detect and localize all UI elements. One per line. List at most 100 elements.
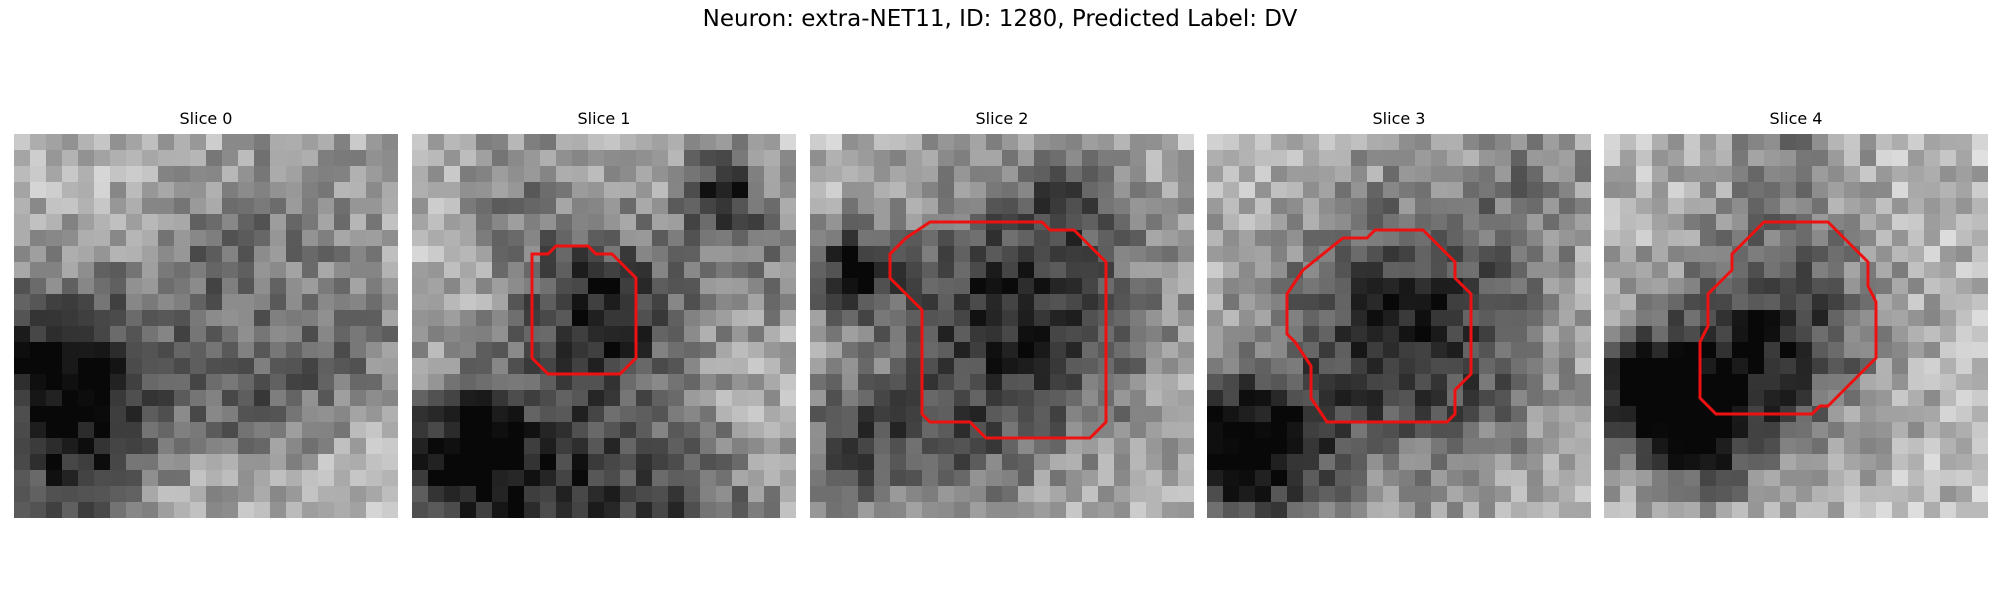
pixel xyxy=(270,278,287,295)
pixel xyxy=(1495,134,1512,151)
pixel xyxy=(110,358,127,375)
pixel xyxy=(1860,198,1877,215)
pixel xyxy=(1207,310,1224,327)
pixel xyxy=(1415,198,1432,215)
pixel xyxy=(1575,278,1591,295)
pixel xyxy=(1511,150,1528,167)
pixel xyxy=(412,182,429,199)
pixel xyxy=(1780,294,1797,311)
pixel xyxy=(652,470,669,487)
pixel xyxy=(906,166,923,183)
pixel xyxy=(30,134,47,151)
pixel xyxy=(1319,342,1336,359)
pixel xyxy=(476,150,493,167)
pixel xyxy=(1255,326,1272,343)
pixel xyxy=(350,246,367,263)
pixel xyxy=(1066,358,1083,375)
pixel xyxy=(1066,310,1083,327)
pixel xyxy=(1764,390,1781,407)
pixel xyxy=(1764,326,1781,343)
pixel xyxy=(14,278,31,295)
pixel xyxy=(1543,374,1560,391)
pixel xyxy=(30,310,47,327)
pixel xyxy=(238,246,255,263)
pixel xyxy=(1604,294,1621,311)
pixel xyxy=(986,278,1003,295)
pixel xyxy=(1892,502,1909,518)
pixel xyxy=(1956,214,1973,231)
pixel xyxy=(1620,262,1637,279)
pixel xyxy=(556,278,573,295)
pixel xyxy=(110,278,127,295)
pixel xyxy=(922,230,939,247)
pixel xyxy=(1908,310,1925,327)
pixel xyxy=(1495,262,1512,279)
pixel xyxy=(206,342,223,359)
pixel xyxy=(636,294,653,311)
pixel xyxy=(1924,182,1941,199)
pixel xyxy=(874,230,891,247)
pixel xyxy=(732,166,749,183)
pixel xyxy=(286,454,303,471)
pixel xyxy=(938,230,955,247)
pixel xyxy=(1956,502,1973,518)
pixel xyxy=(1399,214,1416,231)
pixel xyxy=(620,230,637,247)
pixel xyxy=(1636,294,1653,311)
pixel xyxy=(492,310,509,327)
pixel xyxy=(62,214,79,231)
pixel xyxy=(1812,310,1829,327)
pixel xyxy=(524,214,541,231)
pixel xyxy=(270,502,287,518)
pixel xyxy=(716,294,733,311)
pixel xyxy=(1319,262,1336,279)
pixel xyxy=(858,262,875,279)
pixel xyxy=(1940,454,1957,471)
pixel xyxy=(1559,406,1576,423)
pixel xyxy=(620,182,637,199)
pixel xyxy=(1924,342,1941,359)
pixel xyxy=(382,230,398,247)
pixel xyxy=(62,454,79,471)
pixel xyxy=(382,262,398,279)
pixel xyxy=(906,214,923,231)
pixel xyxy=(1732,374,1749,391)
pixel xyxy=(206,310,223,327)
pixel xyxy=(842,454,859,471)
pixel xyxy=(1604,486,1621,503)
pixel xyxy=(1780,246,1797,263)
pixel xyxy=(986,486,1003,503)
pixel xyxy=(1764,246,1781,263)
pixel xyxy=(14,182,31,199)
pixel xyxy=(684,454,701,471)
pixel xyxy=(1892,326,1909,343)
pixel xyxy=(158,406,175,423)
pixel xyxy=(556,198,573,215)
pixel xyxy=(1146,342,1163,359)
pixel xyxy=(110,342,127,359)
pixel xyxy=(1447,310,1464,327)
pixel xyxy=(1114,470,1131,487)
pixel xyxy=(14,422,31,439)
pixel xyxy=(508,454,525,471)
pixel xyxy=(1463,278,1480,295)
pixel xyxy=(1940,502,1957,518)
pixel xyxy=(1892,166,1909,183)
pixel xyxy=(684,134,701,151)
pixel xyxy=(1716,454,1733,471)
pixel xyxy=(858,358,875,375)
pixel xyxy=(476,134,493,151)
pixel xyxy=(1575,406,1591,423)
pixel xyxy=(1716,326,1733,343)
pixel xyxy=(652,326,669,343)
pixel xyxy=(1098,246,1115,263)
pixel xyxy=(1892,310,1909,327)
pixel xyxy=(1431,262,1448,279)
pixel xyxy=(412,310,429,327)
pixel xyxy=(1002,278,1019,295)
pixel xyxy=(1319,438,1336,455)
pixel xyxy=(1479,278,1496,295)
pixel xyxy=(334,230,351,247)
pixel xyxy=(1002,422,1019,439)
pixel xyxy=(1351,278,1368,295)
